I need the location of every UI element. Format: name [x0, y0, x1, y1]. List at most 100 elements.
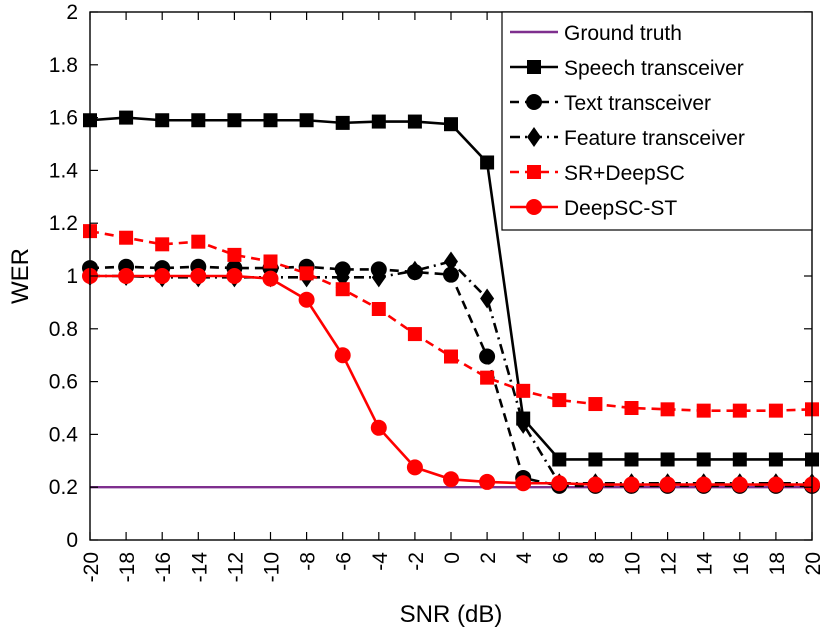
- x-tick-label: -12: [224, 552, 247, 582]
- data-point-sr-deepsc: [371, 302, 386, 316]
- y-tick-label: 0.8: [49, 318, 78, 341]
- data-point-feature-transceiver: [516, 413, 531, 434]
- data-point-sr-deepsc: [552, 393, 567, 408]
- legend-label: Feature transceiver: [564, 127, 745, 150]
- data-point-sr-deepsc: [480, 370, 495, 385]
- y-tick-label: 0: [66, 529, 78, 552]
- data-point-sr-deepsc: [155, 237, 170, 252]
- data-point-deepsc-st: [515, 475, 532, 492]
- x-tick-label: 8: [585, 552, 608, 564]
- x-tick-label: -14: [188, 552, 211, 583]
- data-point-speech-transceiver: [660, 452, 675, 467]
- data-point-speech-transceiver: [588, 452, 603, 467]
- data-point-feature-transceiver: [407, 260, 422, 281]
- data-point-deepsc-st: [334, 347, 351, 364]
- legend-item: SR+DeepSC: [510, 162, 685, 185]
- data-point-sr-deepsc: [407, 327, 422, 342]
- series-sr-deepsc: [83, 224, 819, 418]
- legend-swatch-marker: [527, 165, 541, 179]
- data-point-sr-deepsc: [696, 403, 711, 418]
- x-tick-label: -20: [80, 552, 103, 582]
- data-point-deepsc-st: [551, 475, 568, 492]
- data-point-deepsc-st: [406, 459, 423, 476]
- data-point-deepsc-st: [226, 268, 243, 284]
- series-deepsc-st: [82, 268, 820, 493]
- data-point-deepsc-st: [695, 476, 712, 493]
- x-tick-label: 12: [658, 552, 681, 575]
- legend-item: Feature transceiver: [510, 127, 745, 150]
- legend-item: DeepSC-ST: [510, 197, 677, 220]
- data-point-speech-transceiver: [191, 113, 206, 128]
- data-point-sr-deepsc: [768, 403, 783, 418]
- data-point-speech-transceiver: [624, 452, 639, 467]
- y-tick-label: 0.2: [49, 476, 78, 499]
- x-tick-label: -4: [369, 552, 392, 571]
- legend-item: Ground truth: [510, 22, 682, 45]
- legend-label: Speech transceiver: [564, 57, 744, 80]
- data-point-speech-transceiver: [407, 114, 422, 129]
- data-point-sr-deepsc: [191, 234, 206, 249]
- data-point-sr-deepsc: [444, 349, 458, 364]
- data-point-sr-deepsc: [660, 402, 675, 417]
- data-point-speech-transceiver: [696, 452, 711, 467]
- data-point-speech-transceiver: [335, 115, 350, 130]
- data-point-sr-deepsc: [624, 401, 639, 415]
- data-point-speech-transceiver: [768, 452, 783, 467]
- data-point-feature-transceiver: [444, 251, 458, 272]
- x-axis-label: SNR (dB): [400, 601, 503, 628]
- data-point-speech-transceiver: [119, 110, 134, 125]
- data-point-deepsc-st: [154, 268, 171, 284]
- data-point-deepsc-st: [767, 476, 784, 493]
- x-tick-label: 4: [513, 552, 536, 564]
- y-tick-label: 1.6: [49, 107, 78, 130]
- x-tick-label: -18: [116, 552, 139, 582]
- data-point-deepsc-st: [190, 268, 207, 284]
- legend-label: DeepSC-ST: [564, 197, 677, 220]
- data-point-speech-transceiver: [371, 114, 386, 129]
- data-point-sr-deepsc: [227, 247, 242, 262]
- legend-swatch-marker: [526, 94, 542, 110]
- series-layer: [82, 110, 820, 494]
- y-axis-label: WER: [7, 248, 34, 304]
- x-tick-label: 10: [622, 552, 645, 575]
- ticks-layer: 00.20.40.60.811.21.41.61.82-20 -18 -16 -14-…: [49, 1, 825, 582]
- data-point-deepsc-st: [370, 419, 387, 436]
- x-tick-label: 0: [441, 552, 464, 564]
- y-tick-label: 1: [66, 265, 78, 288]
- legend-label: Text transceiver: [564, 92, 711, 115]
- data-point-sr-deepsc: [263, 254, 278, 269]
- data-point-deepsc-st: [587, 476, 604, 493]
- y-tick-label: 1.2: [49, 212, 78, 235]
- x-tick-label: 16: [730, 552, 753, 575]
- y-tick-label: 0.4: [49, 423, 79, 446]
- data-point-deepsc-st: [731, 476, 748, 493]
- data-point-deepsc-st: [443, 471, 459, 488]
- legend-item: Speech transceiver: [510, 57, 744, 80]
- y-tick-label: 2: [66, 1, 78, 24]
- x-tick-label: -10: [261, 552, 284, 582]
- data-point-deepsc-st: [479, 473, 496, 490]
- x-tick-label: 14: [694, 552, 717, 576]
- series-line-sr-deepsc: [89, 229, 813, 412]
- x-tick-label: 20: [802, 552, 825, 575]
- x-tick-label: 18: [766, 552, 789, 575]
- data-point-sr-deepsc: [335, 282, 350, 297]
- legend-item: Text transceiver: [510, 92, 711, 115]
- data-point-deepsc-st: [262, 270, 279, 287]
- legend-swatch-marker: [527, 60, 541, 74]
- data-point-speech-transceiver: [155, 113, 170, 128]
- data-point-sr-deepsc: [588, 397, 603, 412]
- x-tick-label: -6: [333, 552, 356, 571]
- y-tick-label: 1.8: [49, 54, 78, 77]
- legend-swatch-marker: [526, 199, 542, 215]
- data-point-speech-transceiver: [263, 113, 278, 128]
- x-tick-label: -2: [405, 552, 428, 571]
- data-point-speech-transceiver: [299, 113, 314, 128]
- x-tick-label: -16: [152, 552, 175, 582]
- data-point-sr-deepsc: [119, 230, 134, 245]
- data-point-speech-transceiver: [732, 452, 747, 467]
- x-tick-label: 6: [549, 552, 572, 564]
- data-point-deepsc-st: [659, 476, 676, 493]
- legend: Ground truth Speech transceiver Text trans…: [501, 11, 813, 231]
